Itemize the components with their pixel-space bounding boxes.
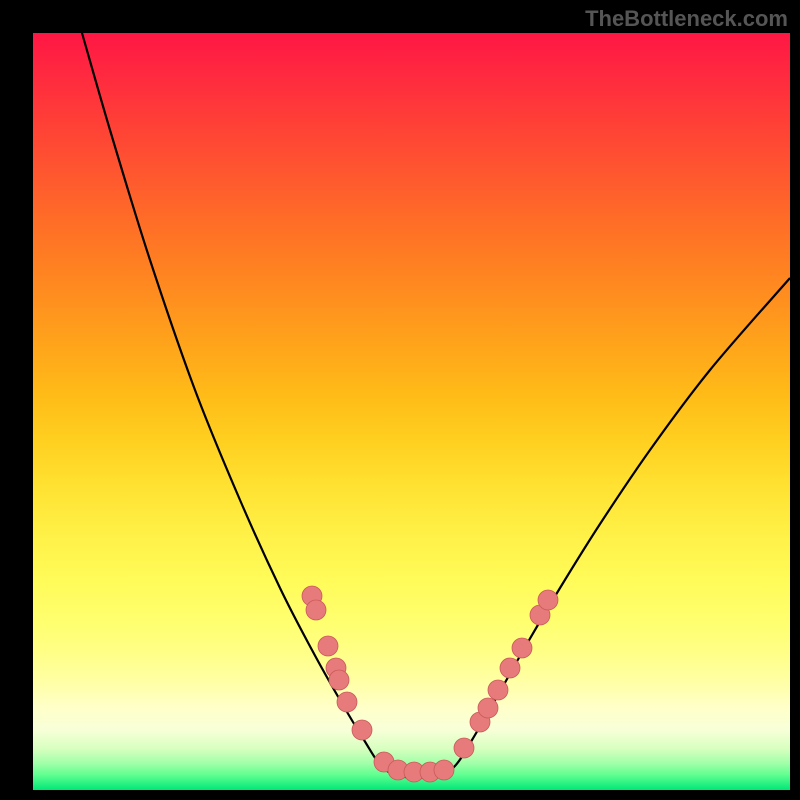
data-marker bbox=[488, 680, 508, 700]
data-marker bbox=[512, 638, 532, 658]
chart-frame: TheBottleneck.com bbox=[0, 0, 800, 800]
data-marker bbox=[337, 692, 357, 712]
data-marker bbox=[306, 600, 326, 620]
data-marker bbox=[318, 636, 338, 656]
chart-svg bbox=[0, 0, 800, 800]
data-marker bbox=[352, 720, 372, 740]
data-marker bbox=[454, 738, 474, 758]
data-marker bbox=[329, 670, 349, 690]
data-marker bbox=[538, 590, 558, 610]
data-marker bbox=[434, 760, 454, 780]
watermark-text: TheBottleneck.com bbox=[585, 6, 788, 32]
data-marker bbox=[478, 698, 498, 718]
data-marker bbox=[500, 658, 520, 678]
bottleneck-curve bbox=[82, 33, 790, 778]
